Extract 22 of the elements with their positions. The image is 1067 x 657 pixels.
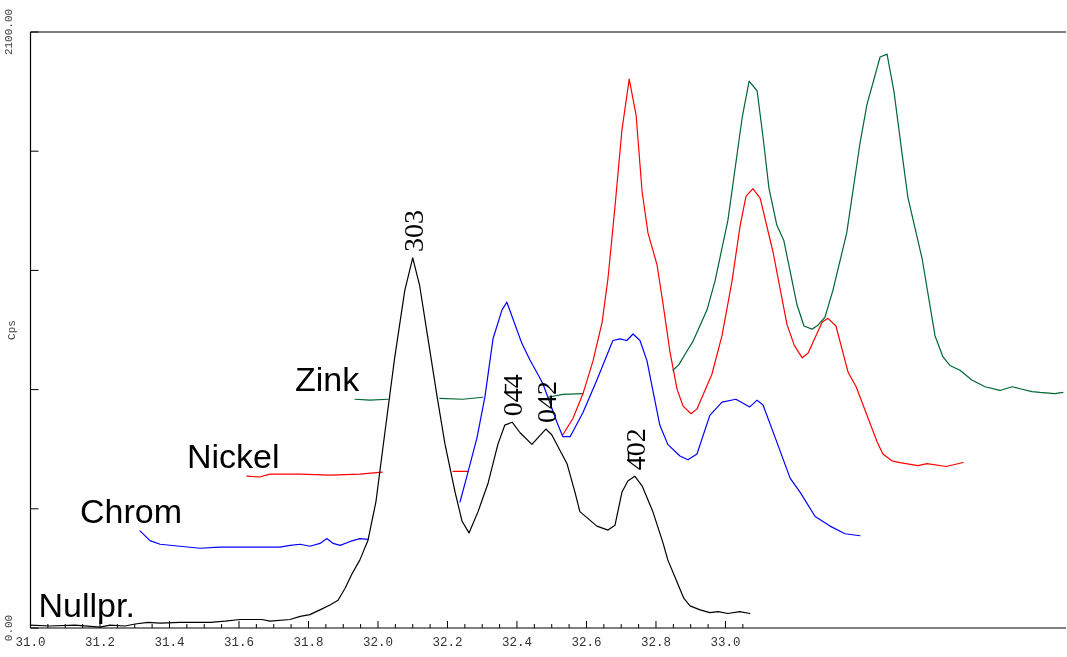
y-axis-title: Cps [6,320,18,340]
series-label: Zink [295,360,361,399]
x-tick-label: 32.0 [362,636,393,650]
x-tick-label: 31.6 [223,636,254,650]
x-tick-label: 31.2 [84,636,115,650]
series-label: Chrom [79,491,182,530]
x-tick-label: 32.8 [640,636,671,650]
annotation: 4̄02 [619,428,651,471]
annotation: 303 [397,209,429,252]
annotation: 042 [530,381,562,424]
x-tick-label: 32.4 [501,636,532,650]
x-tick-label: 32.6 [571,636,602,650]
x-tick-label: 31.0 [15,636,46,650]
x-tick-label: 33.0 [710,636,741,650]
y-tick-label: 0.00 [3,614,15,642]
series-label: Nickel [186,437,280,476]
x-tick-label: 31.4 [154,636,185,650]
y-tick-label: 2100.00 [3,8,15,56]
x-tick-label: 31.8 [293,636,324,650]
annotation: 04̄4 [497,374,529,417]
x-tick-label: 32.2 [432,636,463,650]
series-label: Nullpr. [38,586,135,625]
